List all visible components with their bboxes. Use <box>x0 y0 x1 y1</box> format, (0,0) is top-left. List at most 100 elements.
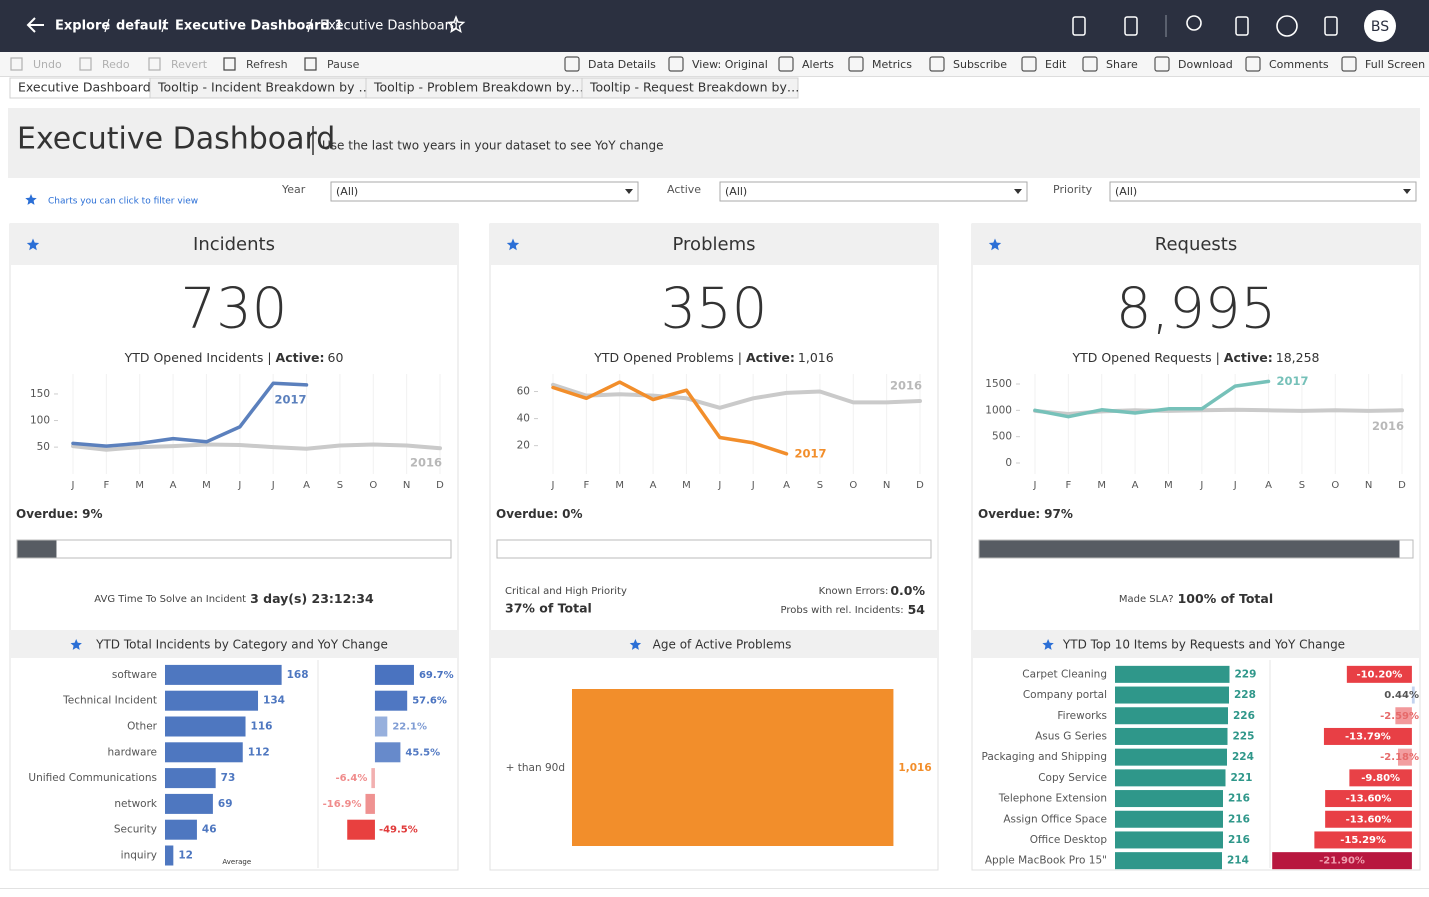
stat-label: Critical and High Priority <box>505 586 627 597</box>
tab-label[interactable]: Tooltip - Request Breakdown by… <box>589 80 799 95</box>
stat-part: 0.0% <box>890 583 925 598</box>
toolbar-button[interactable]: Pause <box>327 58 360 71</box>
bar[interactable] <box>165 691 258 711</box>
category-label[interactable]: Carpet Cleaning <box>1022 668 1107 680</box>
toolbar-button[interactable]: Subscribe <box>953 58 1007 71</box>
bar[interactable] <box>165 717 246 737</box>
category-label[interactable]: Company portal <box>1023 689 1107 701</box>
toolbar-button[interactable]: View: Original <box>692 58 768 71</box>
category-label[interactable]: Technical Incident <box>62 695 157 707</box>
change-bar[interactable] <box>375 717 387 737</box>
dashboard-subtitle: Use the last two years in your dataset t… <box>322 139 664 153</box>
category-label[interactable]: Asus G Series <box>1035 730 1107 742</box>
category-label[interactable]: inquiry <box>121 850 157 862</box>
kpi-label-part: YTD Opened Requests | <box>1071 350 1219 365</box>
bar-value-label: 69 <box>218 798 233 810</box>
overdue-part: Overdue: <box>16 507 78 521</box>
bar-value-label: 134 <box>263 695 285 707</box>
bar-value-label: 214 <box>1227 855 1249 867</box>
bar[interactable] <box>165 794 213 814</box>
y-tick-label: 20 <box>517 440 530 452</box>
category-label[interactable]: Fireworks <box>1057 710 1107 722</box>
bar[interactable] <box>1115 749 1227 766</box>
category-label[interactable]: Other <box>127 721 157 733</box>
category-label[interactable]: Unified Communications <box>28 772 157 784</box>
kpi-label: YTD Opened Requests |Active:18,258 <box>1071 350 1319 365</box>
change-bar[interactable] <box>375 665 414 685</box>
tab-label[interactable]: Tooltip - Problem Breakdown by… <box>373 80 584 95</box>
bar[interactable] <box>1115 728 1228 745</box>
category-label[interactable]: Office Desktop <box>1030 834 1108 846</box>
breadcrumb-item[interactable]: Executive Dashboard 1 <box>175 19 343 34</box>
bar[interactable] <box>1115 852 1222 869</box>
change-bar[interactable] <box>365 794 374 814</box>
category-label[interactable]: software <box>112 669 157 681</box>
toolbar-button[interactable]: Comments <box>1269 58 1329 71</box>
toolbar-button[interactable]: Share <box>1106 58 1138 71</box>
bar[interactable] <box>165 846 173 866</box>
bar-value-label: 12 <box>178 850 193 862</box>
filter-dropdown[interactable] <box>1110 182 1416 201</box>
chart-title[interactable]: Age of Active Problems <box>653 638 792 652</box>
toolbar-button[interactable]: Data Details <box>588 58 656 71</box>
x-tick-label: J <box>237 480 241 491</box>
filter-dropdown[interactable] <box>331 182 638 201</box>
bar[interactable] <box>1115 769 1226 786</box>
bar-value-label: 216 <box>1228 813 1250 825</box>
tab-label[interactable]: Tooltip - Incident Breakdown by … <box>157 80 371 95</box>
y-tick-label: 500 <box>992 431 1012 443</box>
chart-title[interactable]: YTD Top 10 Items by Requests and YoY Cha… <box>1062 638 1345 652</box>
y-tick-label: 50 <box>37 441 50 453</box>
toolbar-button[interactable]: Download <box>1178 58 1233 71</box>
bar[interactable] <box>165 768 216 788</box>
category-label[interactable]: Copy Service <box>1038 772 1107 784</box>
change-label: -21.90% <box>1319 856 1365 867</box>
x-tick-label: D <box>916 480 924 491</box>
category-label[interactable]: Security <box>114 824 157 836</box>
toolbar-button[interactable]: Metrics <box>872 58 912 71</box>
kpi-value: 730 <box>181 276 288 341</box>
tab-label[interactable]: Executive Dashboard <box>18 80 151 95</box>
toolbar-button[interactable]: Alerts <box>802 58 834 71</box>
bar[interactable] <box>572 689 893 846</box>
change-bar[interactable] <box>347 820 375 840</box>
bar-value-label: 226 <box>1233 710 1255 722</box>
bar[interactable] <box>165 820 197 840</box>
toolbar-button[interactable]: Revert <box>171 58 208 71</box>
x-tick-label: D <box>1398 480 1406 491</box>
kpi-value: 350 <box>661 276 768 341</box>
toolbar-button[interactable]: Refresh <box>246 58 288 71</box>
breadcrumb-item[interactable]: Explore <box>55 19 110 34</box>
bar[interactable] <box>1115 790 1223 807</box>
change-bar[interactable] <box>375 691 407 711</box>
bar-value-label: 46 <box>202 824 217 836</box>
x-tick-label: S <box>817 480 823 491</box>
category-label[interactable]: Telephone Extension <box>998 793 1107 805</box>
bar[interactable] <box>1115 707 1228 724</box>
category-label[interactable]: hardware <box>108 746 157 758</box>
toolbar-button[interactable]: Redo <box>102 58 130 71</box>
filter-dropdown[interactable] <box>720 182 1027 201</box>
bar[interactable] <box>1115 811 1223 828</box>
breadcrumb-item[interactable]: Executive Dashboard <box>320 19 458 34</box>
change-bar[interactable] <box>375 742 400 762</box>
bar[interactable] <box>1115 687 1229 704</box>
category-label[interactable]: Apple MacBook Pro 15" <box>985 855 1107 867</box>
bar[interactable] <box>1115 831 1223 848</box>
chart-title[interactable]: YTD Total Incidents by Category and YoY … <box>95 638 388 652</box>
toolbar-button[interactable]: Undo <box>33 58 62 71</box>
x-tick-label: O <box>369 480 377 491</box>
change-label: -13.79% <box>1345 731 1391 742</box>
bar[interactable] <box>165 742 243 762</box>
toolbar-button[interactable]: Full Screen <box>1365 58 1425 71</box>
breadcrumb-item[interactable]: default <box>116 19 168 34</box>
toolbar-button[interactable]: Edit <box>1045 58 1067 71</box>
bar[interactable] <box>1115 666 1230 683</box>
category-label[interactable]: network <box>114 798 158 810</box>
bar[interactable] <box>165 665 282 685</box>
y-tick-label: 40 <box>517 413 530 425</box>
change-bar[interactable] <box>371 768 375 788</box>
category-label[interactable]: Packaging and Shipping <box>981 751 1107 763</box>
category-label[interactable]: + than 90d <box>506 762 565 774</box>
category-label[interactable]: Assign Office Space <box>1003 813 1107 825</box>
